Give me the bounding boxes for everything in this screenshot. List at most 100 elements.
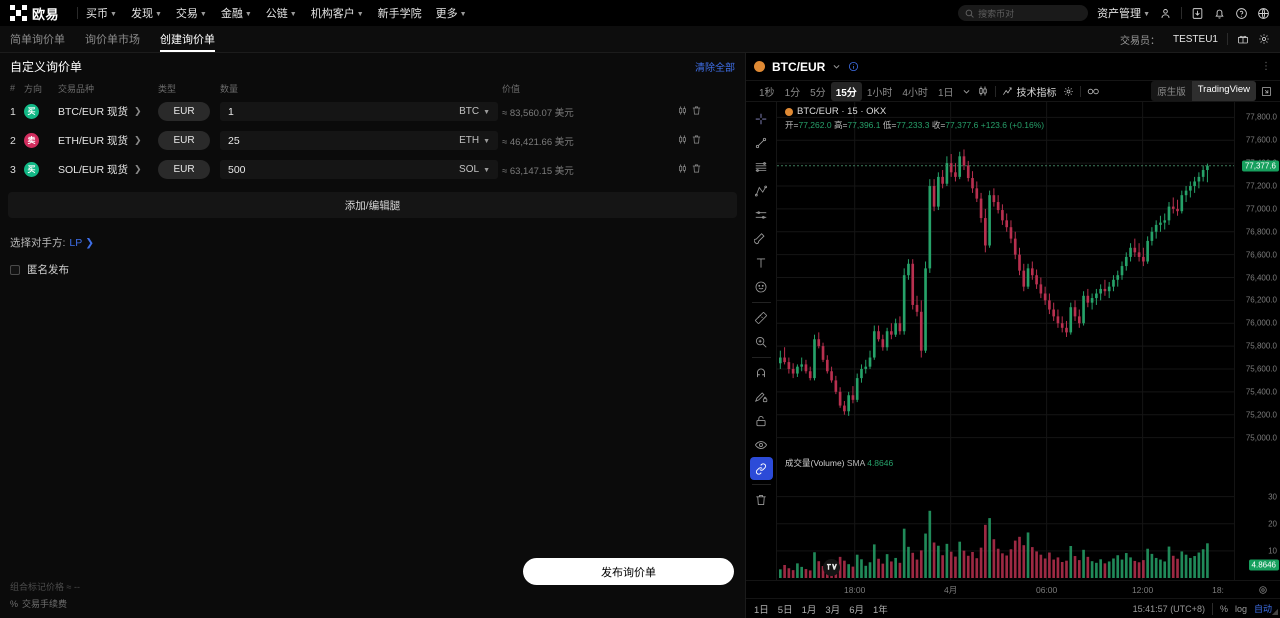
view-tradingview[interactable]: TradingView <box>1191 81 1256 101</box>
timeframe-15m[interactable]: 15分 <box>830 81 862 101</box>
chevron-down-icon[interactable] <box>962 87 971 96</box>
brush-icon[interactable] <box>750 227 773 250</box>
nav-item-trade[interactable]: 交易 ▼ <box>176 5 207 21</box>
amount-value: 1 <box>228 105 234 118</box>
amount-input[interactable]: 25 ETH ▼ <box>220 131 498 150</box>
amount-unit-selector[interactable]: ETH ▼ <box>459 135 490 146</box>
type-pill-button[interactable]: EUR <box>158 131 210 150</box>
time-axis[interactable]: 18:00 4月 06:00 12:00 18: <box>746 580 1280 598</box>
text-icon[interactable] <box>750 251 773 274</box>
pencil-lock-icon[interactable] <box>750 385 773 408</box>
anonymous-publish-row[interactable]: 匿名发布 <box>10 262 745 277</box>
settings-icon[interactable] <box>1063 86 1074 97</box>
timeframe-1d[interactable]: 1日 <box>937 87 954 99</box>
info-icon[interactable] <box>848 61 859 72</box>
direction-badge-buy: 买 <box>24 104 39 119</box>
candlestick-icon[interactable] <box>677 105 688 116</box>
type-pill-button[interactable]: EUR <box>158 160 210 179</box>
direction-toggle[interactable]: 买 <box>24 104 58 119</box>
range-1mo[interactable]: 1月 <box>801 604 817 616</box>
horizontal-lines-icon[interactable] <box>750 155 773 178</box>
help-icon[interactable] <box>1235 7 1248 20</box>
amount-input[interactable]: 500 SOL ▼ <box>220 160 498 179</box>
trash-icon[interactable] <box>750 488 773 511</box>
gift-icon[interactable] <box>1237 33 1249 45</box>
link-icon[interactable] <box>749 457 773 480</box>
indicators-label[interactable]: 技术指标 <box>1016 87 1057 99</box>
pattern-icon[interactable] <box>750 203 773 226</box>
crosshair-icon[interactable] <box>750 107 773 130</box>
bell-icon[interactable] <box>1213 7 1226 20</box>
price-axis-tick: 75,600.0 <box>1245 364 1277 374</box>
nav-item-academy[interactable]: 新手学院 <box>378 5 422 21</box>
timeframe-1m[interactable]: 1分 <box>784 87 801 99</box>
symbol-selector[interactable]: ETH/EUR 现货 ❯ <box>58 133 158 148</box>
type-pill-button[interactable]: EUR <box>158 102 210 121</box>
timeframe-1h[interactable]: 1小时 <box>866 87 893 99</box>
nav-item-chain[interactable]: 公链 ▼ <box>266 5 297 21</box>
amount-unit-selector[interactable]: BTC ▼ <box>459 106 490 117</box>
indicators-icon[interactable] <box>1002 86 1013 97</box>
timeframe-5m[interactable]: 5分 <box>810 87 826 99</box>
eye-icon[interactable] <box>750 433 773 456</box>
scale-auto-toggle[interactable]: 自动 <box>1253 604 1272 614</box>
add-edit-leg-button[interactable]: 添加/编辑腿 <box>8 192 737 218</box>
amount-input[interactable]: 1 BTC ▼ <box>220 102 498 121</box>
delete-icon[interactable] <box>691 134 702 145</box>
scale-log-toggle[interactable]: log <box>1234 603 1247 614</box>
chevron-down-icon[interactable] <box>832 62 841 71</box>
compare-icon[interactable] <box>1087 86 1100 97</box>
range-1d[interactable]: 1日 <box>754 604 769 616</box>
nav-item-discover[interactable]: 发现 ▼ <box>131 5 162 21</box>
trendline-icon[interactable] <box>750 131 773 154</box>
nav-item-buy-crypto[interactable]: 买币 ▼ <box>86 5 117 21</box>
nav-item-more[interactable]: 更多 ▼ <box>436 5 467 21</box>
fullscreen-icon[interactable] <box>1261 86 1272 97</box>
range-5d[interactable]: 5日 <box>777 604 793 616</box>
nav-item-institutional[interactable]: 机构客户 ▼ <box>311 5 364 21</box>
direction-toggle[interactable]: 卖 <box>24 133 58 148</box>
anonymous-checkbox[interactable] <box>10 264 20 275</box>
price-plot[interactable]: BTC/EUR · 15 · OKX 开=77,262.0 高=77,396.1… <box>777 102 1234 580</box>
delete-icon[interactable] <box>691 163 702 174</box>
zoom-icon[interactable] <box>750 330 773 353</box>
magnet-icon[interactable] <box>750 361 773 384</box>
time-settings-icon[interactable] <box>1258 585 1268 595</box>
okx-logo[interactable]: 欧易 <box>10 4 59 23</box>
range-6mo[interactable]: 6月 <box>849 604 864 616</box>
tab-create-rfq[interactable]: 创建询价单 <box>160 26 215 52</box>
fib-icon[interactable] <box>750 179 773 202</box>
amount-unit-selector[interactable]: SOL ▼ <box>459 164 490 175</box>
symbol-selector[interactable]: BTC/EUR 现货 ❯ <box>58 104 158 119</box>
download-icon[interactable] <box>1191 7 1204 20</box>
candlestick-icon[interactable] <box>677 163 688 174</box>
symbol-selector[interactable]: SOL/EUR 现货 ❯ <box>58 162 158 177</box>
user-icon[interactable] <box>1159 7 1172 20</box>
view-native[interactable]: 原生版 <box>1157 87 1186 98</box>
timeframe-4h[interactable]: 4小时 <box>902 87 928 99</box>
candlestick-icon[interactable] <box>677 134 688 145</box>
ruler-icon[interactable] <box>750 306 773 329</box>
price-axis[interactable]: 77,800.077,600.077,400.077,200.077,000.0… <box>1234 102 1280 580</box>
clear-all-button[interactable]: 清除全部 <box>695 62 735 74</box>
settings-icon[interactable] <box>1258 33 1270 45</box>
publish-rfq-button[interactable]: 发布询价单 <box>523 558 734 585</box>
chart-menu-icon[interactable]: ⋮ <box>1261 61 1272 72</box>
asset-management-menu[interactable]: 资产管理 ▼ <box>1097 5 1150 21</box>
tab-rfq-market[interactable]: 询价单市场 <box>85 26 140 52</box>
scale-percent-toggle[interactable]: % <box>1219 603 1228 614</box>
globe-icon[interactable] <box>1257 7 1270 20</box>
nav-item-finance[interactable]: 金融 ▼ <box>221 5 252 21</box>
counterparty-selector[interactable]: LP ❯ <box>69 237 94 249</box>
chart-type-icon[interactable] <box>977 85 989 97</box>
delete-icon[interactable] <box>691 105 702 116</box>
search-input[interactable]: 搜索币对 <box>958 5 1089 21</box>
resize-grip-icon[interactable]: ◢ <box>1271 607 1278 616</box>
lock-icon[interactable] <box>750 409 773 432</box>
direction-toggle[interactable]: 买 <box>24 162 58 177</box>
timeframe-1s[interactable]: 1秒 <box>759 87 775 99</box>
tab-simple-rfq[interactable]: 简单询价单 <box>10 26 65 52</box>
range-3mo[interactable]: 3月 <box>825 604 841 616</box>
emoji-icon[interactable] <box>750 275 773 298</box>
range-1y[interactable]: 1年 <box>872 604 888 616</box>
